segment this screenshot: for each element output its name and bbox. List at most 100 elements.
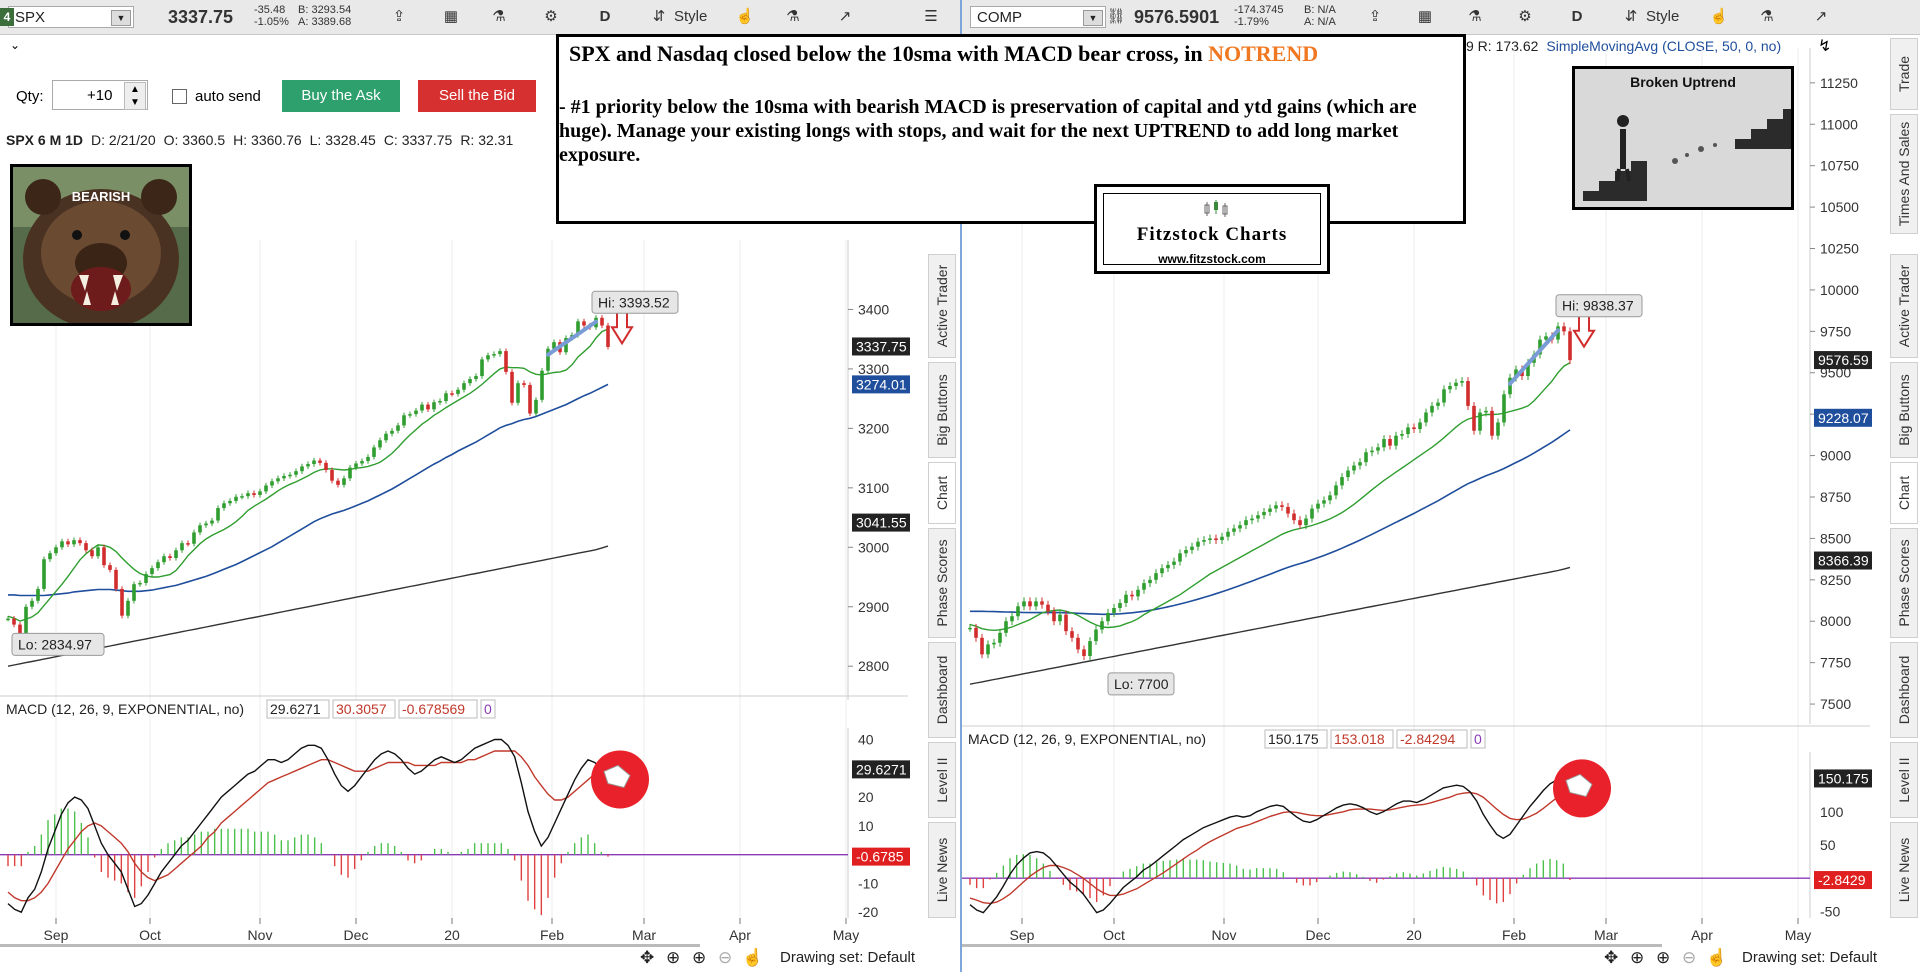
tab-times-and-sales[interactable]: Times And Sales — [1890, 114, 1918, 234]
studies-flask-icon[interactable]: ⚗ — [1760, 8, 1774, 25]
hand-icon[interactable]: ☝ — [1706, 948, 1728, 967]
share-icon[interactable]: ⇪ — [392, 8, 406, 25]
panel-divider[interactable] — [960, 0, 962, 972]
drawing-set-label[interactable]: Drawing set: Default — [780, 949, 916, 966]
style-icon[interactable]: ⇵ — [652, 8, 666, 25]
price-tag-box — [852, 375, 910, 394]
spx-chart-svg[interactable]: 2800 2900 3000 3100 3200 3300 3400 Sep Oct Nov Dec… — [0, 0, 960, 972]
zoom-in-icon[interactable]: ⊕ — [1656, 948, 1671, 967]
calendar-icon[interactable]: ▦ — [1417, 8, 1433, 25]
gear-icon[interactable]: ⚙ — [544, 8, 558, 25]
time-scrollbar[interactable] — [0, 944, 700, 947]
candle-body — [72, 540, 76, 545]
tab-big-buttons[interactable]: Big Buttons — [1890, 362, 1918, 458]
candle-body — [360, 461, 364, 464]
candle-body — [198, 525, 202, 533]
candle-body — [1064, 614, 1068, 632]
period-button[interactable]: D — [599, 8, 611, 25]
candle-body — [1202, 540, 1206, 542]
zoom-out-icon[interactable]: ⊖ — [1682, 948, 1697, 967]
tab-live-news[interactable]: Live News — [1890, 822, 1918, 918]
style-button[interactable]: Style — [674, 8, 708, 25]
candle-body — [1220, 536, 1224, 541]
tab-chart[interactable]: Chart — [928, 462, 956, 524]
candle-body — [12, 618, 16, 625]
tab-phase-scores[interactable]: Phase Scores — [928, 528, 956, 638]
period-button[interactable]: D — [1571, 8, 1583, 25]
cursor-icon[interactable]: ☝ — [735, 8, 755, 25]
candle-body — [474, 376, 478, 380]
tab-active-trader[interactable]: Active Trader — [1890, 254, 1918, 358]
style-button[interactable]: Style — [1646, 8, 1680, 25]
tab-live-news[interactable]: Live News — [928, 822, 956, 918]
lo-label-box — [1107, 672, 1175, 696]
crosshair-icon[interactable]: ⊕ — [666, 948, 681, 967]
fitzstock-logo: Fitzstock Charts www.fitzstock.com — [1094, 184, 1330, 274]
qty-stepper[interactable]: ▲ ▼ — [124, 82, 146, 110]
tab-level-ii[interactable]: Level II — [928, 742, 956, 818]
hand-icon[interactable]: ☝ — [742, 948, 764, 967]
macd-value-box — [1330, 729, 1394, 749]
tab-level-ii[interactable]: Level II — [1890, 742, 1918, 818]
style-icon[interactable]: ⇵ — [1624, 8, 1638, 25]
last-price: 9576.5901 — [1134, 7, 1220, 27]
buy-the-ask-button[interactable]: Buy the Ask — [282, 80, 400, 112]
price-tick-label: 11250 — [1820, 75, 1858, 91]
sma50-line — [8, 383, 609, 597]
drawing-icon[interactable]: ↗ — [838, 8, 852, 25]
symbol-input[interactable]: COMP ▼ — [970, 6, 1106, 28]
gear-icon[interactable]: ⚙ — [1518, 8, 1532, 25]
collapse-chevron-icon[interactable]: ⌄ — [10, 38, 21, 52]
annotation-body: - #1 priority below the 10sma with beari… — [559, 96, 1417, 166]
sell-the-bid-button[interactable]: Sell the Bid — [418, 80, 536, 112]
lo-label: Lo: 7700 — [1114, 676, 1169, 692]
cursor-off-icon[interactable]: ↯ — [1818, 38, 1832, 55]
tab-trade[interactable]: Trade — [1890, 38, 1918, 110]
candle-body — [1448, 386, 1452, 390]
candle-body — [312, 460, 316, 465]
candle-body — [1310, 508, 1314, 519]
auto-send-checkbox[interactable] — [172, 89, 187, 104]
time-scrollbar[interactable] — [962, 944, 1662, 947]
flask-icon[interactable]: ⚗ — [492, 8, 506, 25]
chevron-down-icon[interactable]: ▼ — [111, 10, 131, 26]
candle-body — [336, 480, 340, 485]
chevron-down-icon[interactable]: ▼ — [1083, 10, 1103, 26]
candle-body — [420, 404, 424, 411]
tab-active-trader[interactable]: Active Trader — [928, 254, 956, 358]
candle-body — [126, 600, 130, 616]
drawing-icon[interactable]: ↗ — [1814, 8, 1828, 25]
tab-chart[interactable]: Chart — [1890, 462, 1918, 524]
candle-body — [1328, 495, 1332, 501]
link-icon[interactable]: ⛓ — [1106, 8, 1126, 25]
comp-chart-svg[interactable]: 7500775080008250850087509000925095009750… — [962, 0, 1920, 972]
candle-body — [1262, 511, 1266, 516]
tab-dashboard[interactable]: Dashboard — [928, 642, 956, 738]
macd-tag-box — [852, 760, 910, 779]
menu-icon[interactable]: ☰ — [924, 8, 938, 25]
link-badge[interactable]: 4 — [0, 8, 14, 26]
drawing-set-label[interactable]: Drawing set: Default — [1742, 949, 1878, 966]
candle-body — [342, 478, 346, 485]
pan-icon[interactable]: ✥ — [640, 948, 655, 967]
sma10-line — [7, 328, 609, 622]
studies-flask-icon[interactable]: ⚗ — [786, 8, 800, 25]
flask-icon[interactable]: ⚗ — [1468, 8, 1482, 25]
macd-hist-tag-box — [1814, 871, 1872, 890]
tab-big-buttons[interactable]: Big Buttons — [928, 362, 956, 458]
calendar-icon[interactable]: ▦ — [443, 8, 459, 25]
symbol-input[interactable]: SPX ▼ — [8, 6, 134, 28]
candle-body — [138, 582, 142, 585]
candle-body — [1538, 339, 1542, 355]
share-icon[interactable]: ⇪ — [1368, 8, 1382, 25]
candle-body — [1442, 389, 1446, 403]
cursor-icon[interactable]: ☝ — [1709, 8, 1729, 25]
tab-dashboard[interactable]: Dashboard — [1890, 642, 1918, 738]
zoom-in-icon[interactable]: ⊕ — [692, 948, 707, 967]
crosshair-icon[interactable]: ⊕ — [1630, 948, 1645, 967]
candle-body — [168, 556, 172, 558]
pan-icon[interactable]: ✥ — [1604, 948, 1619, 967]
zoom-out-icon[interactable]: ⊖ — [718, 948, 733, 967]
macd-tag: 29.6271 — [856, 761, 907, 777]
tab-phase-scores[interactable]: Phase Scores — [1890, 528, 1918, 638]
